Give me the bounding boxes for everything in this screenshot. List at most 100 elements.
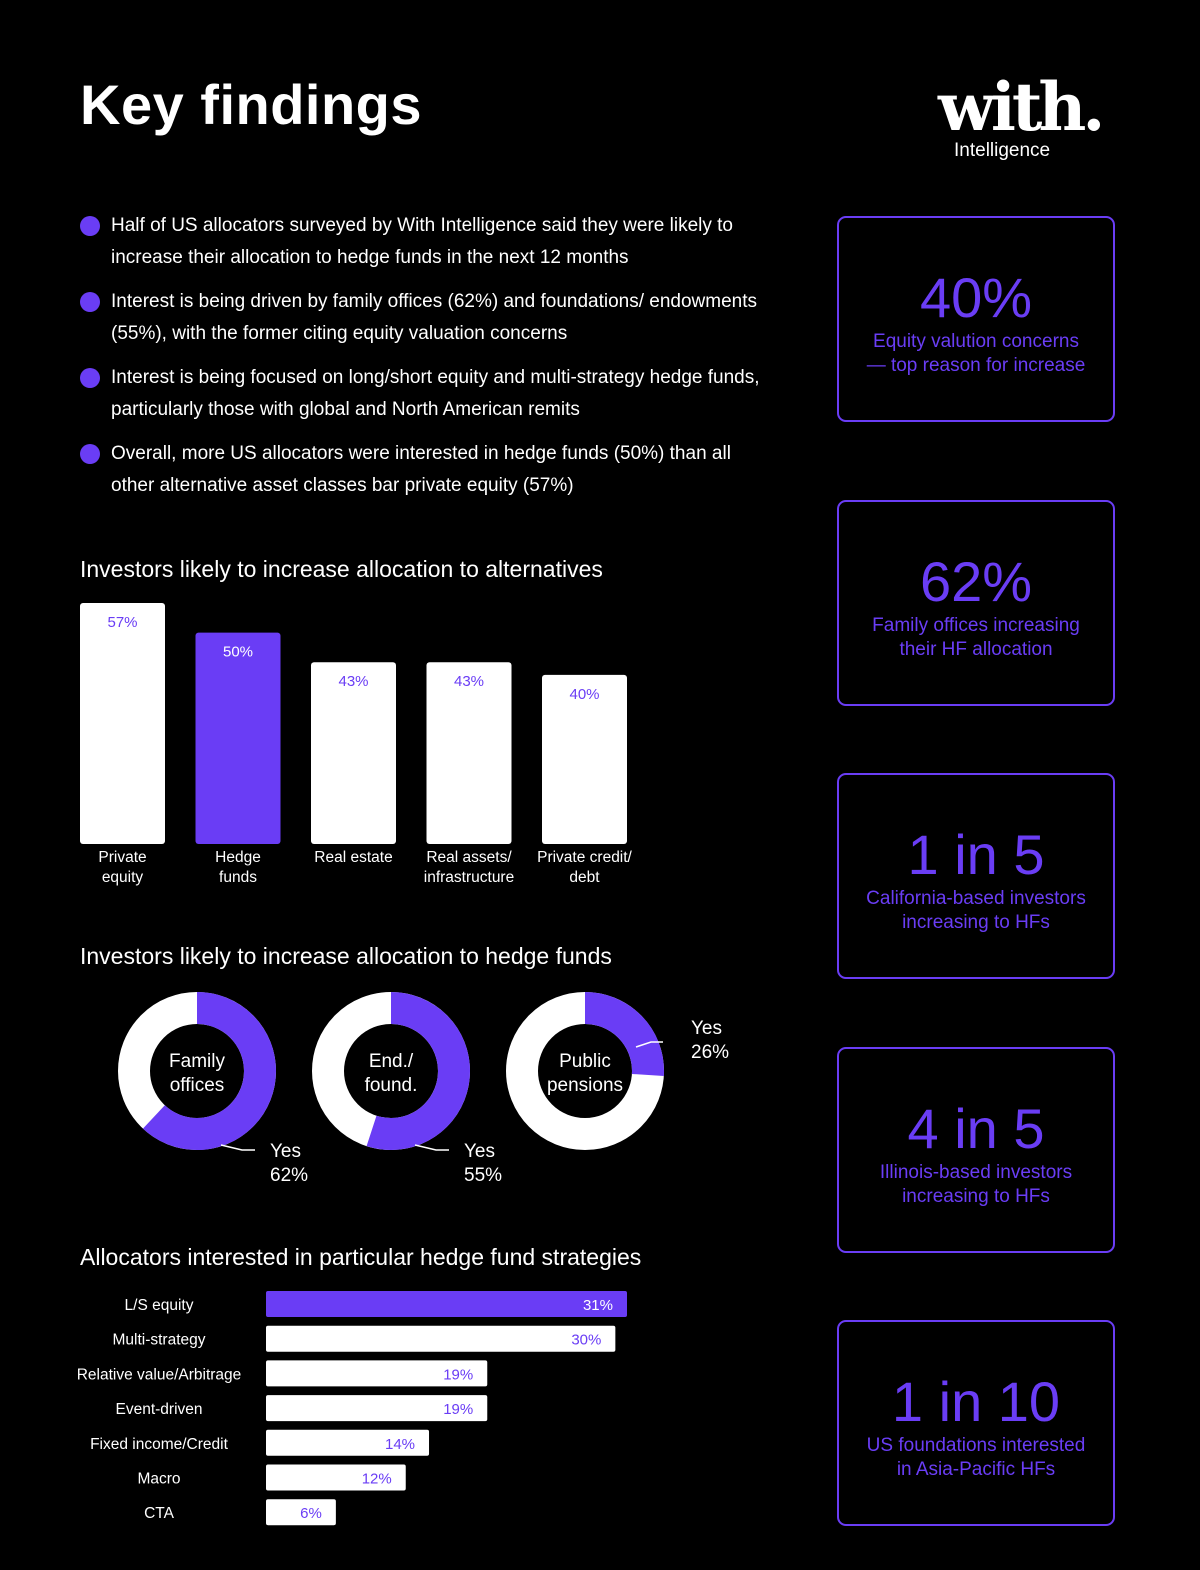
stat-label: Equity valution concerns — top reason for…	[839, 330, 1113, 378]
stat-label-line: their HF allocation	[899, 639, 1053, 660]
hedge-funds-donut-charts: Family offices Yes 62% End./ found. Yes 55% Publ…	[118, 992, 729, 1186]
hedge-funds-chart-title: Investors likely to increase allocation …	[80, 943, 612, 969]
strategy-bar	[266, 1395, 488, 1422]
strategy-category-label: Fixed income/Credit	[90, 1436, 229, 1453]
bullet-dot-icon	[80, 444, 100, 464]
strategy-data-label: 31%	[583, 1297, 613, 1314]
alternatives-chart-title: Investors likely to increase allocation …	[80, 556, 603, 582]
category-label: funds	[219, 869, 257, 886]
category-label: Private credit/	[537, 849, 632, 866]
strategy-category-label: Relative value/Arbitrage	[77, 1366, 242, 1383]
stat-label-line: in Asia-Pacific HFs	[896, 1459, 1056, 1480]
callout-line	[635, 1041, 663, 1048]
stat-card-equity-valuation: 40% Equity valution concerns — top reason…	[837, 216, 1115, 422]
stat-card-illinois: 4 in 5 Illinois-based investors increasin…	[837, 1047, 1115, 1253]
donut-center-label: found.	[365, 1075, 418, 1096]
strategy-category-label: Multi-strategy	[112, 1332, 205, 1349]
stat-value: 1 in 5	[907, 823, 1045, 886]
stat-label-line: California-based investors	[866, 888, 1086, 909]
strategy-category-label: CTA	[144, 1505, 175, 1522]
callout-line	[220, 1144, 255, 1151]
strategy-data-label: 12%	[362, 1471, 392, 1488]
stat-value: 1 in 10	[891, 1370, 1061, 1433]
finding-text: Half of US allocators surveyed by With I…	[111, 215, 733, 268]
stat-label: California-based investors increasing to …	[839, 887, 1113, 935]
stat-value: 40%	[919, 266, 1033, 329]
strategy-category-label: Event-driven	[115, 1401, 202, 1418]
bullet-dot-icon	[80, 292, 100, 312]
strategy-category-label: L/S equity	[125, 1297, 194, 1314]
callout-line	[414, 1144, 449, 1151]
callout-label: Yes	[464, 1141, 495, 1162]
stat-value: 4 in 5	[907, 1097, 1045, 1160]
logo-subtitle: Intelligence	[954, 140, 1051, 161]
finding-item: Interest is being driven by family offic…	[80, 286, 760, 350]
category-label: Real assets/	[426, 849, 512, 866]
logo-wordmark: with.	[938, 68, 1105, 146]
stat-label: Family offices increasing their HF alloca…	[839, 614, 1113, 662]
category-label: debt	[569, 869, 600, 886]
category-label: Private	[98, 849, 146, 866]
finding-text: Overall, more US allocators were interes…	[111, 443, 731, 496]
bar-data-label: 40%	[569, 686, 599, 703]
callout-label: 26%	[691, 1042, 729, 1063]
strategy-data-label: 6%	[300, 1505, 322, 1522]
bar-data-label: 57%	[107, 614, 137, 631]
callout-label: 55%	[464, 1165, 502, 1186]
bar	[195, 632, 281, 844]
donut-yes-segment	[142, 992, 276, 1150]
strategy-data-label: 30%	[571, 1332, 601, 1349]
strategies-bar-chart: 31% L/S equity 30% Multi-strategy 19% Relativ…	[77, 1291, 627, 1526]
finding-item: Half of US allocators surveyed by With I…	[80, 210, 760, 274]
category-label: Hedge	[215, 849, 261, 866]
key-findings-list: Half of US allocators surveyed by With I…	[80, 210, 760, 514]
with-intelligence-logo: with. Intelligence	[938, 72, 1123, 164]
strategy-bar	[266, 1499, 336, 1526]
strategy-data-label: 14%	[385, 1436, 415, 1453]
stat-card-family-offices: 62% Family offices increasing their HF al…	[837, 500, 1115, 706]
bar-data-label: 50%	[223, 644, 253, 661]
stat-label-line: — top reason for increase	[866, 355, 1086, 376]
donut-center-label: Public	[559, 1051, 611, 1072]
bar-data-label: 43%	[454, 673, 484, 690]
stat-label: Illinois-based investors increasing to HF…	[839, 1161, 1113, 1209]
finding-item: Overall, more US allocators were interes…	[80, 438, 760, 502]
donut-center-label: pensions	[547, 1075, 623, 1096]
callout-label: Yes	[691, 1018, 722, 1039]
stat-value: 62%	[919, 550, 1033, 613]
category-label: infrastructure	[424, 869, 514, 886]
bullet-dot-icon	[80, 368, 100, 388]
donut-yes-segment	[366, 992, 470, 1150]
strategy-data-label: 19%	[443, 1366, 473, 1383]
stat-label-line: increasing to HFs	[902, 912, 1050, 933]
callout-label: Yes	[270, 1141, 301, 1162]
strategies-chart-title: Allocators interested in particular hedg…	[80, 1244, 642, 1270]
bar	[542, 674, 627, 844]
donut-center-label: End./	[369, 1051, 414, 1072]
strategy-bar	[266, 1325, 616, 1352]
donut-yes-segment	[584, 992, 664, 1076]
callout-label: 62%	[270, 1165, 308, 1186]
finding-text: Interest is being driven by family offic…	[111, 291, 757, 344]
bar	[311, 662, 396, 844]
donut-center-label: Family	[169, 1051, 225, 1072]
stat-label-line: increasing to HFs	[902, 1186, 1050, 1207]
stat-card-california: 1 in 5 California-based investors increas…	[837, 773, 1115, 979]
strategy-bar	[266, 1291, 627, 1317]
stat-label-line: Equity valution concerns	[873, 331, 1079, 352]
stat-label: US foundations interested in Asia-Pacific…	[839, 1434, 1113, 1482]
category-label: equity	[102, 869, 144, 886]
finding-text: Interest is being focused on long/short …	[111, 367, 760, 420]
finding-item: Interest is being focused on long/short …	[80, 362, 760, 426]
strategy-data-label: 19%	[443, 1401, 473, 1418]
stat-label-line: Illinois-based investors	[879, 1162, 1073, 1183]
stat-label-line: US foundations interested	[866, 1435, 1086, 1456]
bar	[80, 603, 165, 844]
stat-label-line: Family offices increasing	[872, 615, 1080, 636]
category-label: Real estate	[314, 849, 392, 866]
stat-card-foundations: 1 in 10 US foundations interested in Asia…	[837, 1320, 1115, 1526]
alternatives-bar-chart: 57% Private equity 50% Hedge funds 43% Real est…	[80, 603, 633, 886]
strategy-category-label: Macro	[137, 1471, 180, 1488]
bar	[426, 662, 512, 844]
strategy-bar	[266, 1429, 430, 1456]
